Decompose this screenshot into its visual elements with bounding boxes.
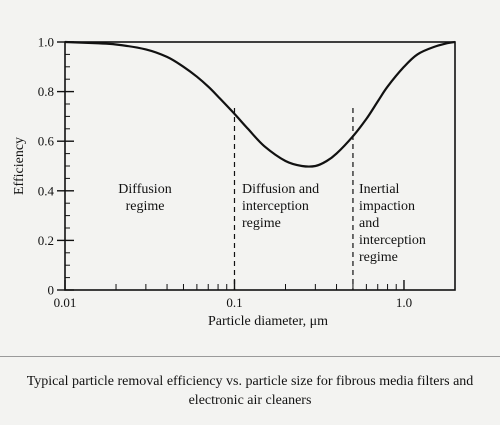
y-tick-label: 0.6 [38,134,55,149]
region-label: Diffusion and [242,182,319,197]
efficiency-chart: 0 0.2 0.4 0.6 0.8 1.0 0.01 0.1 1.0 Diffusion regim… [12,35,456,329]
y-tick-label: 0.8 [38,84,54,99]
y-tick-label: 0 [48,283,55,298]
y-axis-title: Efficiency [12,137,27,195]
region-label: Diffusion [118,182,171,197]
region-label: and [359,216,379,231]
x-axis-title: Particle diameter, μm [208,314,328,329]
region-label: Inertial [359,182,400,197]
x-tick-label: 0.1 [226,295,242,310]
x-tick-label: 0.01 [54,295,77,310]
x-tick-label: 1.0 [396,295,412,310]
region-label: regime [359,250,398,265]
caption-divider [0,356,500,357]
y-tick-label: 0.4 [38,183,55,198]
efficiency-curve [64,40,456,168]
region-label: interception [359,233,426,248]
y-tick-label: 0.2 [38,233,54,248]
region-label: regime [126,199,165,214]
region-label: impaction [359,199,415,214]
y-tick-label: 1.0 [38,35,54,50]
figure-caption: Typical particle removal efficiency vs. … [26,374,474,408]
region-label: interception [242,199,309,214]
region-label: regime [242,216,281,231]
